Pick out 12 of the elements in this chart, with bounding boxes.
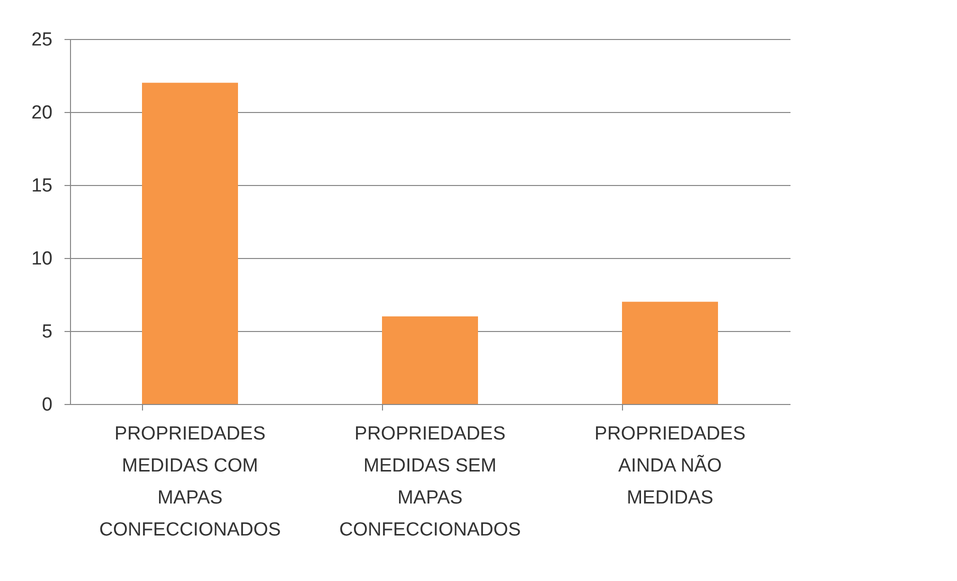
bar (142, 82, 238, 404)
bar (382, 316, 478, 404)
x-tick-label: PROPRIEDADES AINDA NÃO MEDIDAS (594, 424, 746, 508)
y-tick-label: 15 (31, 176, 52, 196)
y-tick-label: 10 (31, 248, 52, 270)
y-tick-label: 20 (31, 102, 52, 124)
y-tick-label: 25 (31, 30, 52, 50)
x-tick-label: PROPRIEDADES MEDIDAS SEM MAPAS CONFECCIONADOS (339, 424, 521, 540)
y-tick-label: 0 (42, 394, 52, 416)
x-tick-label: PROPRIEDADES MEDIDAS COM MAPAS CONFECCIONADOS (99, 424, 281, 540)
bar (622, 302, 718, 404)
y-tick-label: 5 (42, 322, 52, 342)
